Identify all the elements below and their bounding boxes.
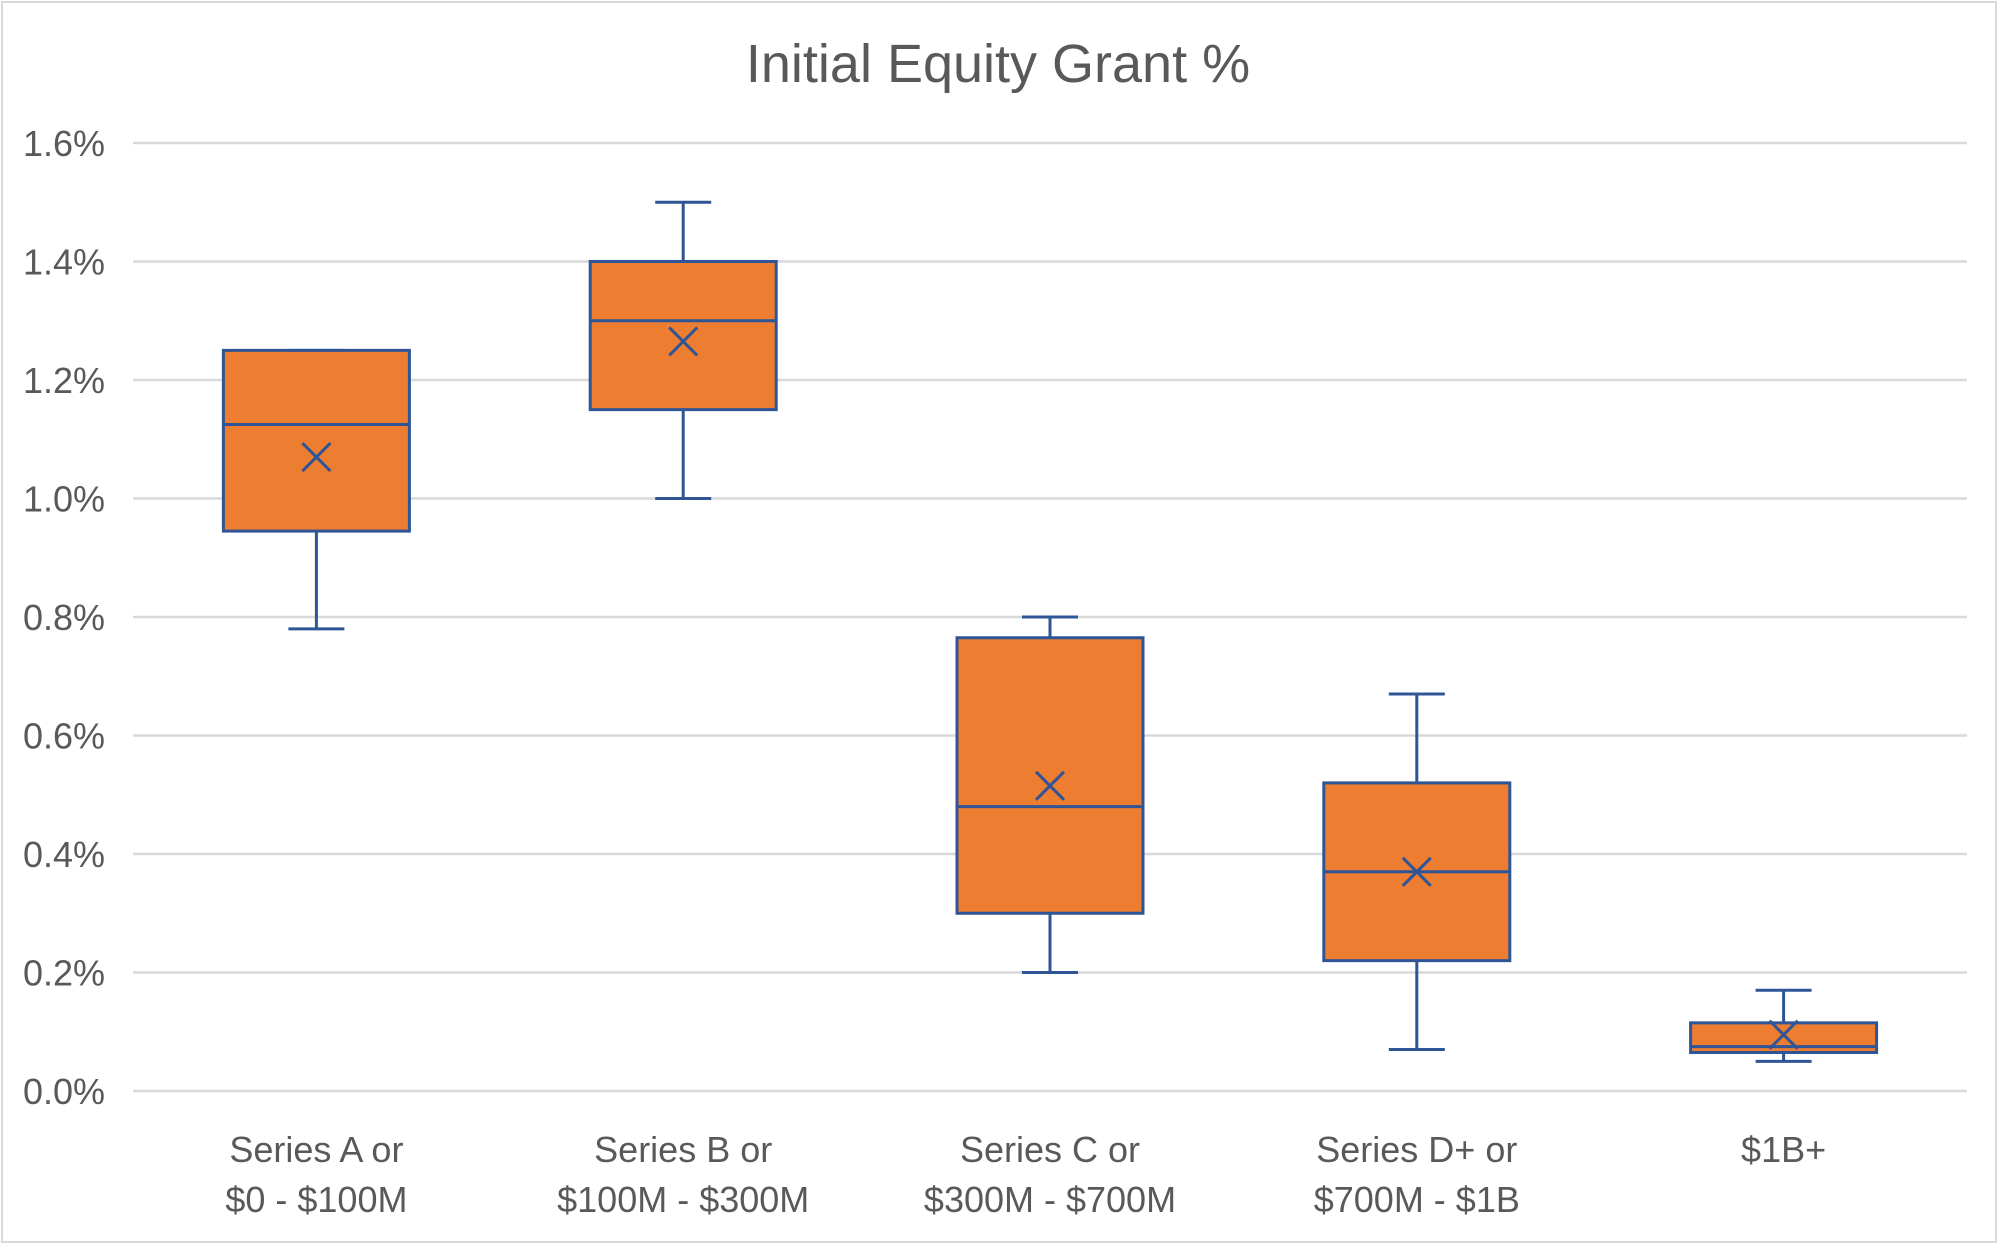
mean-marker (1401, 856, 1432, 887)
x-tick-label: $700M - $1B (1314, 1179, 1520, 1220)
x-tick-label: $100M - $300M (557, 1179, 809, 1220)
iqr-box (588, 260, 778, 412)
x-axis-tick-labels: Series A or $0 - $100M Series B or $100M - … (225, 1129, 1826, 1220)
y-tick-label: 1.4% (23, 242, 105, 283)
y-tick-label: 0.8% (23, 597, 105, 638)
y-tick-label: 0.0% (23, 1071, 105, 1112)
box-5 (1689, 988, 1879, 1063)
box-3 (955, 615, 1145, 974)
y-tick-label: 0.6% (23, 716, 105, 757)
mean-marker (301, 441, 332, 473)
x-tick-label: Series B or (594, 1129, 772, 1170)
y-tick-label: 1.2% (23, 360, 105, 401)
x-tick-label: $0 - $100M (225, 1179, 407, 1220)
x-tick-label: Series C or (960, 1129, 1140, 1170)
box-2 (588, 200, 778, 500)
gridlines (133, 141, 1967, 1093)
x-tick-label: $1B+ (1741, 1129, 1826, 1170)
boxes (221, 200, 1879, 1063)
mean-marker (668, 326, 699, 357)
box-4 (1322, 692, 1512, 1052)
y-tick-label: 1.6% (23, 123, 105, 164)
y-axis-tick-labels: 0.0% 0.2% 0.4% 0.6% 0.8% 1.0% 1.2% 1.4% 1.6% (23, 123, 105, 1112)
mean-marker (1034, 770, 1066, 801)
y-tick-label: 0.4% (23, 834, 105, 875)
mean-marker (1768, 1019, 1799, 1050)
x-tick-label: $300M - $700M (924, 1179, 1176, 1220)
x-tick-label: Series A or (229, 1129, 403, 1170)
iqr-box (221, 348, 411, 533)
x-tick-label: Series D+ or (1316, 1129, 1517, 1170)
iqr-box (955, 636, 1145, 915)
y-tick-label: 0.2% (23, 953, 105, 994)
box-1 (221, 348, 411, 631)
y-tick-label: 1.0% (23, 479, 105, 520)
chart-title: Initial Equity Grant % (746, 34, 1250, 94)
